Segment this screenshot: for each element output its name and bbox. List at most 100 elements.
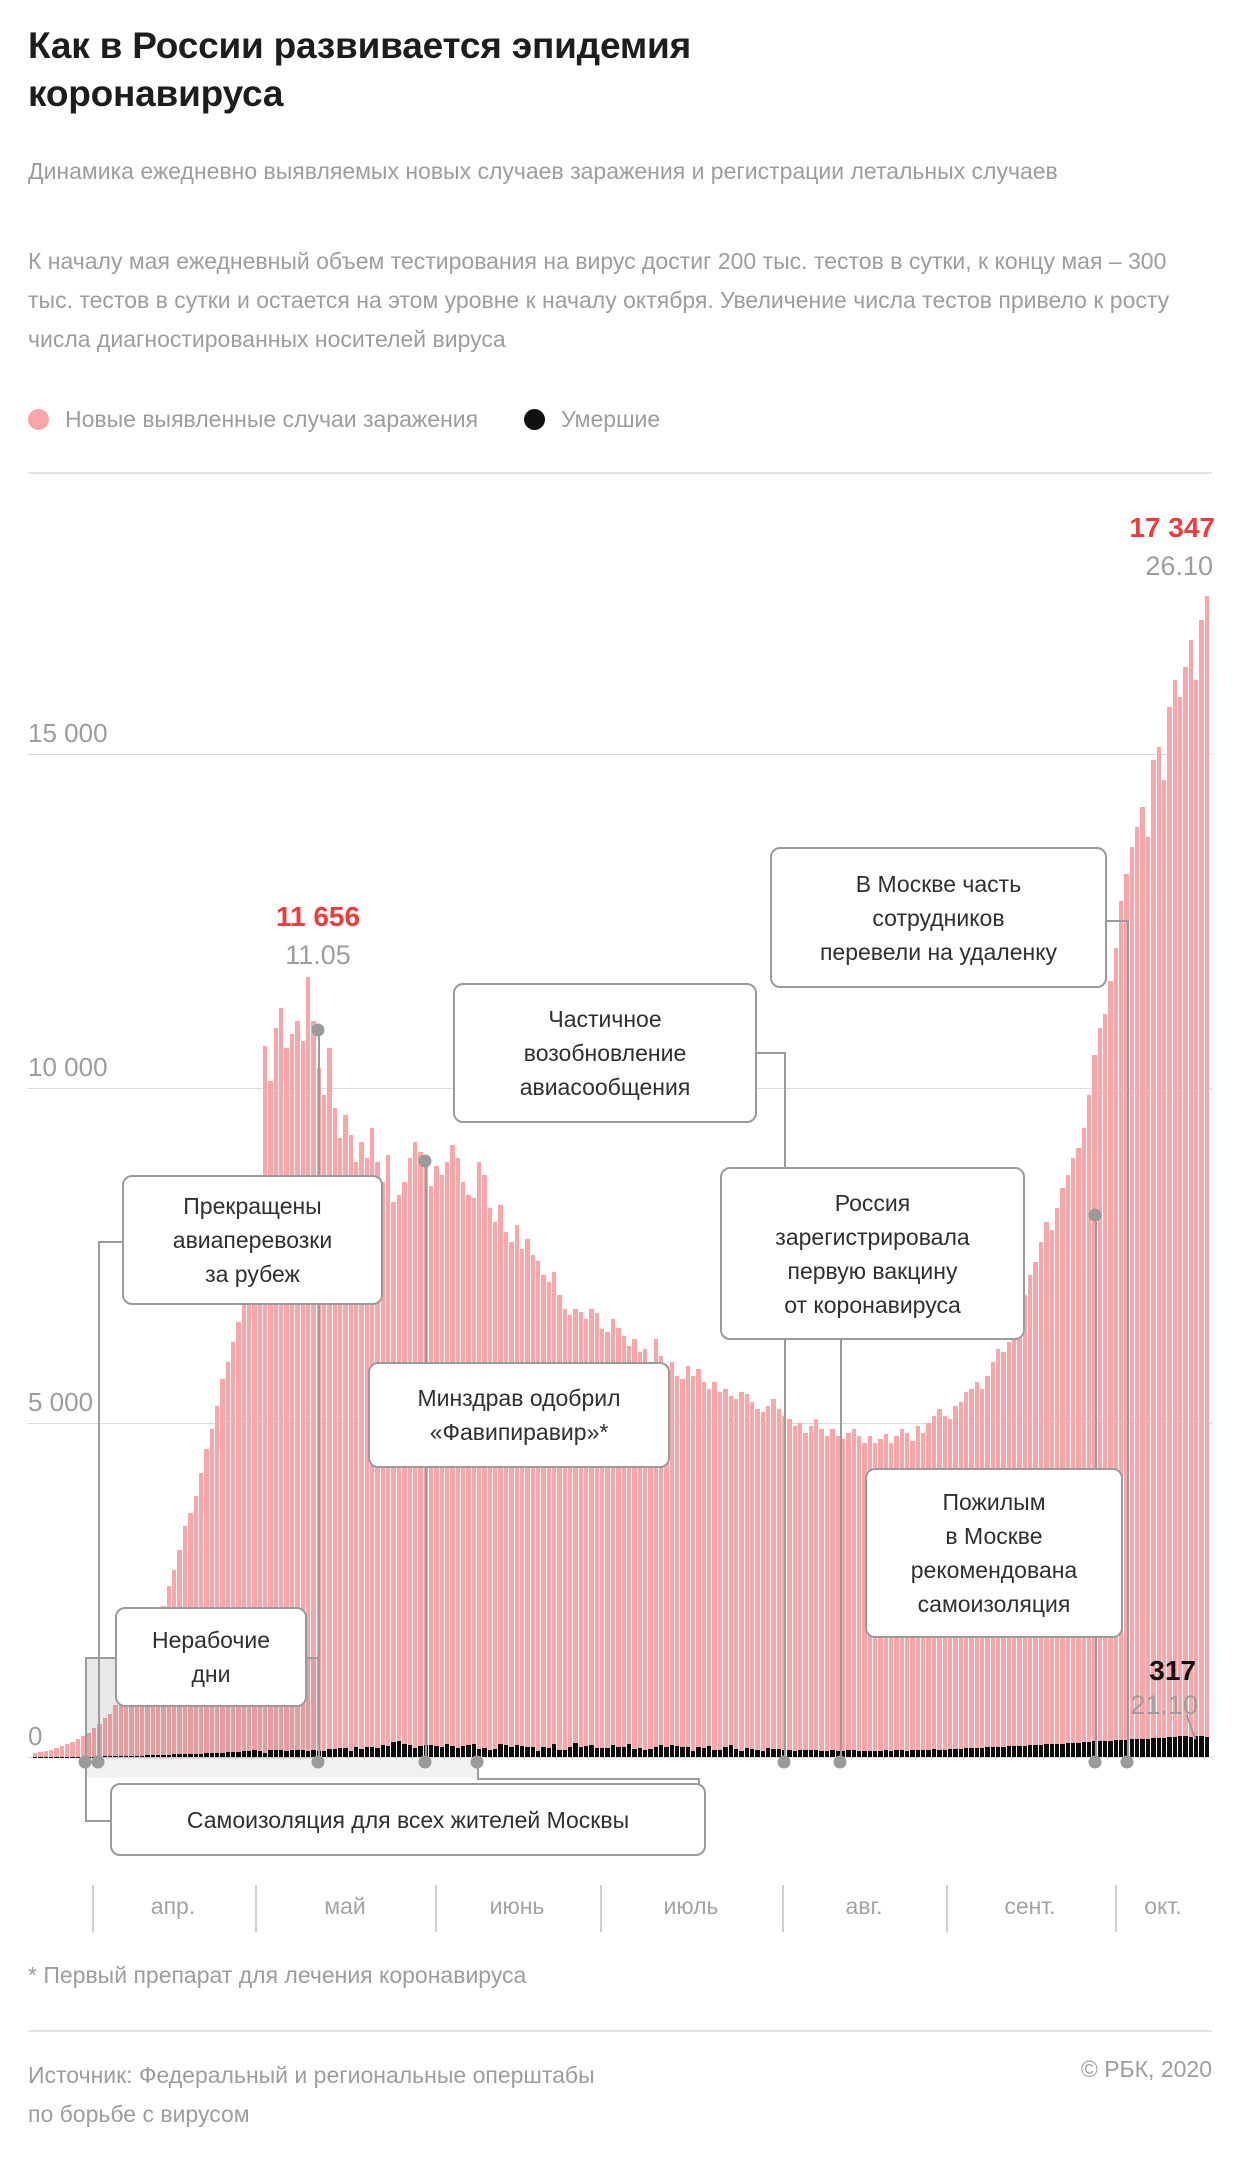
peak-may-date: 11.05 xyxy=(285,940,351,971)
death-bar xyxy=(830,1750,834,1757)
death-bar xyxy=(333,1749,337,1757)
case-bar xyxy=(686,1366,690,1757)
death-bar xyxy=(643,1750,647,1757)
death-bar xyxy=(573,1743,577,1757)
callout-minzdrav: Минздрав одобрил «Фавипиравир»* xyxy=(368,1362,670,1468)
month-label-7: окт. xyxy=(1144,1893,1182,1920)
death-bar xyxy=(584,1746,588,1757)
baseline-marker-dot xyxy=(834,1756,847,1769)
death-bar xyxy=(140,1756,144,1757)
leader-line xyxy=(85,1657,87,1820)
case-bar xyxy=(466,1195,470,1757)
death-bar xyxy=(964,1748,968,1757)
death-bar xyxy=(809,1750,813,1757)
death-bar xyxy=(236,1752,240,1757)
death-bar xyxy=(381,1745,385,1757)
death-bar xyxy=(873,1751,877,1757)
case-bar xyxy=(541,1275,545,1757)
death-bar xyxy=(638,1748,642,1757)
peak-may-value: 11 656 xyxy=(276,901,360,933)
death-bar xyxy=(734,1749,738,1757)
death-bar xyxy=(365,1747,369,1757)
case-bar xyxy=(771,1399,775,1757)
case-bar xyxy=(472,1198,476,1757)
case-bar xyxy=(311,1021,315,1757)
baseline-marker-dot xyxy=(778,1756,791,1769)
case-bar xyxy=(60,1746,64,1757)
death-bar xyxy=(568,1747,572,1757)
death-bar xyxy=(707,1746,711,1757)
death-bar xyxy=(547,1748,551,1757)
death-bar xyxy=(1130,1739,1134,1757)
footer: Источник: Федеральный и региональные опе… xyxy=(28,2056,1212,2134)
baseline-marker-dot xyxy=(1089,1756,1102,1769)
case-bar xyxy=(1087,1095,1091,1757)
death-bar xyxy=(680,1747,684,1757)
death-bar xyxy=(124,1756,128,1757)
death-bar xyxy=(274,1750,278,1757)
case-bar xyxy=(846,1433,850,1757)
death-bar xyxy=(1205,1737,1209,1757)
baseline-marker-dot xyxy=(471,1756,484,1769)
y-axis-label: 0 xyxy=(28,1721,42,1752)
death-bar xyxy=(937,1750,941,1757)
death-bar xyxy=(1028,1745,1032,1757)
gridline xyxy=(28,754,1212,755)
death-bar xyxy=(210,1753,214,1757)
death-bar xyxy=(284,1751,288,1757)
baseline-marker-dot xyxy=(419,1756,432,1769)
case-bar xyxy=(1157,747,1161,1757)
death-bar xyxy=(466,1745,470,1757)
case-bar xyxy=(76,1739,80,1757)
month-tick xyxy=(600,1885,602,1932)
death-bar xyxy=(1183,1736,1187,1757)
leader-line xyxy=(85,1820,112,1822)
case-bar xyxy=(402,1182,406,1757)
death-bar xyxy=(622,1747,626,1757)
leader-line xyxy=(318,1030,320,1758)
death-bar xyxy=(675,1746,679,1757)
case-bar xyxy=(718,1392,722,1757)
cases-legend-label: Новые выявленные случаи заражения xyxy=(65,406,478,433)
case-bar xyxy=(504,1232,508,1757)
death-bar xyxy=(857,1751,861,1757)
death-bar xyxy=(1167,1737,1171,1757)
month-label-4: июль xyxy=(664,1893,719,1920)
death-bar xyxy=(819,1751,823,1757)
case-bar xyxy=(766,1406,770,1757)
death-bar xyxy=(884,1750,888,1757)
death-bar xyxy=(771,1749,775,1757)
death-bar xyxy=(231,1752,235,1757)
death-bar xyxy=(536,1751,540,1757)
death-bar xyxy=(520,1746,524,1757)
death-bar xyxy=(991,1747,995,1757)
death-bar xyxy=(215,1753,219,1757)
month-label-5: авг. xyxy=(846,1893,883,1920)
case-bar xyxy=(1082,1128,1086,1757)
death-bar xyxy=(498,1744,502,1757)
case-bar xyxy=(531,1255,535,1757)
death-bar xyxy=(793,1751,797,1757)
death-bar xyxy=(916,1750,920,1757)
death-bar xyxy=(595,1748,599,1757)
baseline-marker-dot xyxy=(312,1756,325,1769)
death-bar xyxy=(408,1745,412,1757)
y-axis-label: 5 000 xyxy=(28,1387,93,1418)
case-bar xyxy=(515,1225,519,1757)
death-bar xyxy=(985,1747,989,1757)
death-bar xyxy=(755,1750,759,1757)
case-bar xyxy=(1076,1148,1080,1757)
case-bar xyxy=(814,1419,818,1757)
death-bar xyxy=(975,1748,979,1757)
case-bar xyxy=(1189,640,1193,1757)
case-bar xyxy=(397,1195,401,1757)
death-bar xyxy=(814,1750,818,1757)
death-bar xyxy=(616,1747,620,1757)
death-bar xyxy=(343,1748,347,1757)
infographic-page: Как в России развивается эпидемия корона… xyxy=(0,0,1240,2174)
death-bar xyxy=(167,1755,171,1757)
death-bar xyxy=(413,1748,417,1757)
case-bar xyxy=(1071,1158,1075,1757)
death-bar xyxy=(434,1746,438,1757)
month-tick xyxy=(782,1885,784,1932)
